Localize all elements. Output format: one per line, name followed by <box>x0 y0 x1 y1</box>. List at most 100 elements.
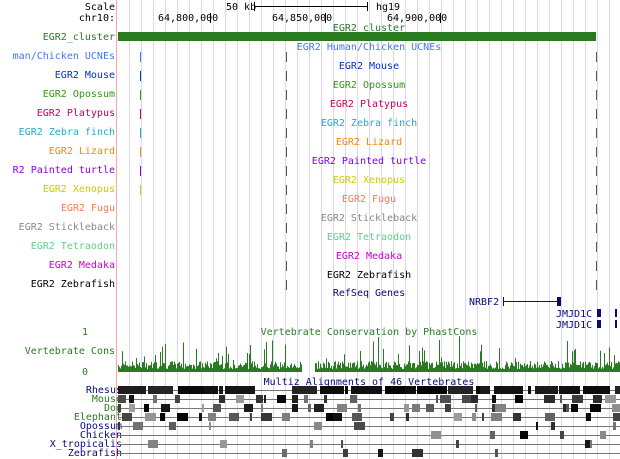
scale-bar-end <box>367 2 368 11</box>
ucne-feature[interactable] <box>596 261 597 271</box>
multiz-block <box>153 395 157 403</box>
cons-bar <box>163 363 164 372</box>
ucne-feature[interactable] <box>140 147 141 157</box>
ucne-feature[interactable] <box>140 52 141 62</box>
cons-bar <box>508 366 509 372</box>
ucne-feature[interactable] <box>286 147 287 157</box>
cons-bar <box>495 367 496 372</box>
cons-bar <box>329 362 330 372</box>
ucne-feature[interactable] <box>286 223 287 233</box>
ucne-track-title: EGR2 Fugu <box>341 194 397 205</box>
ucne-feature[interactable] <box>596 242 597 252</box>
ucne-track-label[interactable]: EGR2 Opossum <box>42 89 115 100</box>
ucne-feature[interactable] <box>286 71 287 81</box>
cons-bar <box>227 362 228 372</box>
ucne-feature[interactable] <box>596 204 597 214</box>
ucne-feature[interactable] <box>286 128 287 138</box>
multiz-species-label[interactable]: Elephant <box>73 412 122 423</box>
ucne-feature[interactable] <box>596 166 597 176</box>
ucne-feature[interactable] <box>140 128 141 138</box>
ucne-feature[interactable] <box>596 52 597 62</box>
ucne-feature[interactable] <box>286 185 287 195</box>
ucne-feature[interactable] <box>140 90 141 100</box>
multiz-block <box>204 386 218 394</box>
cons-bar <box>471 362 472 372</box>
cons-bar <box>377 367 378 372</box>
gene-label-nrbf2[interactable]: NRBF2 <box>469 297 500 308</box>
cons-bar <box>370 365 371 372</box>
cons-bar <box>265 363 266 372</box>
ucne-feature[interactable] <box>596 71 597 81</box>
cons-bar <box>557 368 558 372</box>
ucne-feature[interactable] <box>286 280 287 290</box>
ucne-track-label[interactable]: EGR2 Xenopus <box>42 184 115 195</box>
cons-bar <box>235 368 236 372</box>
cluster-feature[interactable] <box>118 32 596 41</box>
multiz-block <box>343 449 348 457</box>
ucne-feature[interactable] <box>596 109 597 119</box>
ucne-feature[interactable] <box>286 52 287 62</box>
multiz-species-label[interactable]: Rhesus <box>85 385 122 396</box>
cons-track-label[interactable]: Vertebrate Cons <box>24 346 115 357</box>
cons-bar <box>487 368 488 372</box>
gene-jmjd1c[interactable] <box>597 320 617 328</box>
ucne-track-label[interactable]: man/Chicken UCNEs <box>12 51 115 62</box>
ucne-feature[interactable] <box>596 147 597 157</box>
gene-label-jmjd1c[interactable]: JMJD1C <box>556 320 593 331</box>
cons-bar <box>342 361 343 372</box>
gene-nrbf2[interactable] <box>503 301 560 302</box>
ucne-track-label[interactable]: R2 Painted turtle <box>12 165 115 176</box>
ucne-feature[interactable] <box>596 185 597 195</box>
multiz-species-label[interactable]: X_tropicalis <box>49 439 122 450</box>
cons-bar <box>594 366 595 372</box>
multiz-block <box>261 413 272 421</box>
cons-bar <box>490 364 491 372</box>
ucne-feature[interactable] <box>286 242 287 252</box>
ucne-track-label[interactable]: EGR2 Mouse <box>54 70 115 81</box>
multiz-species-label[interactable]: Chicken <box>79 430 122 441</box>
ucne-track-title: EGR2 Painted turtle <box>311 156 427 167</box>
ucne-track-label[interactable]: EGR2 Fugu <box>60 203 115 214</box>
multiz-species-label[interactable]: Opossum <box>79 421 122 432</box>
gene-label-jmjd1c[interactable]: JMJD1C <box>556 309 593 320</box>
ucne-track-label[interactable]: EGR2 Lizard <box>48 146 115 157</box>
ucne-track-label[interactable]: EGR2 Stickleback <box>18 222 115 233</box>
ucne-feature[interactable] <box>140 109 141 119</box>
multiz-species-label[interactable]: Mouse <box>91 394 122 405</box>
ucne-track-label[interactable]: EGR2 Zebrafish <box>30 279 115 290</box>
multiz-species-label[interactable]: Zebrafish <box>67 448 122 459</box>
ucne-feature[interactable] <box>140 185 141 195</box>
cons-bar <box>446 361 447 372</box>
assembly-label: hg19 <box>376 2 401 13</box>
ucne-feature[interactable] <box>286 109 287 119</box>
cons-bar <box>540 368 541 372</box>
ucne-track-label[interactable]: EGR2 Tetraodon <box>30 241 115 252</box>
cons-bar <box>318 361 319 372</box>
ucne-feature[interactable] <box>596 280 597 290</box>
ucne-track-label[interactable]: EGR2 Platypus <box>36 108 115 119</box>
multiz-block <box>277 395 286 403</box>
ucne-feature[interactable] <box>286 261 287 271</box>
ucne-feature[interactable] <box>596 90 597 100</box>
multiz-block <box>412 449 423 457</box>
gene-jmjd1c[interactable] <box>597 309 617 317</box>
multiz-species-label[interactable]: Dog <box>103 403 122 414</box>
ucne-feature[interactable] <box>286 204 287 214</box>
ucne-feature[interactable] <box>286 90 287 100</box>
cons-bar <box>519 368 520 372</box>
ucne-track-label[interactable]: EGR2 Zebra finch <box>18 127 115 138</box>
cons-bar <box>434 367 435 372</box>
ucne-feature[interactable] <box>140 166 141 176</box>
cons-bar <box>456 368 457 372</box>
cons-bar <box>522 364 523 372</box>
ucne-feature[interactable] <box>596 223 597 233</box>
cons-bar <box>326 358 327 372</box>
ucne-feature[interactable] <box>140 71 141 81</box>
ucne-feature[interactable] <box>596 128 597 138</box>
multiz-block <box>495 404 506 412</box>
cons-bar <box>315 363 316 372</box>
cluster-track-label[interactable]: EGR2_cluster <box>42 32 115 43</box>
ucne-track-label[interactable]: EGR2 Medaka <box>48 260 115 271</box>
ucne-feature[interactable] <box>286 166 287 176</box>
cons-bar <box>141 367 142 372</box>
